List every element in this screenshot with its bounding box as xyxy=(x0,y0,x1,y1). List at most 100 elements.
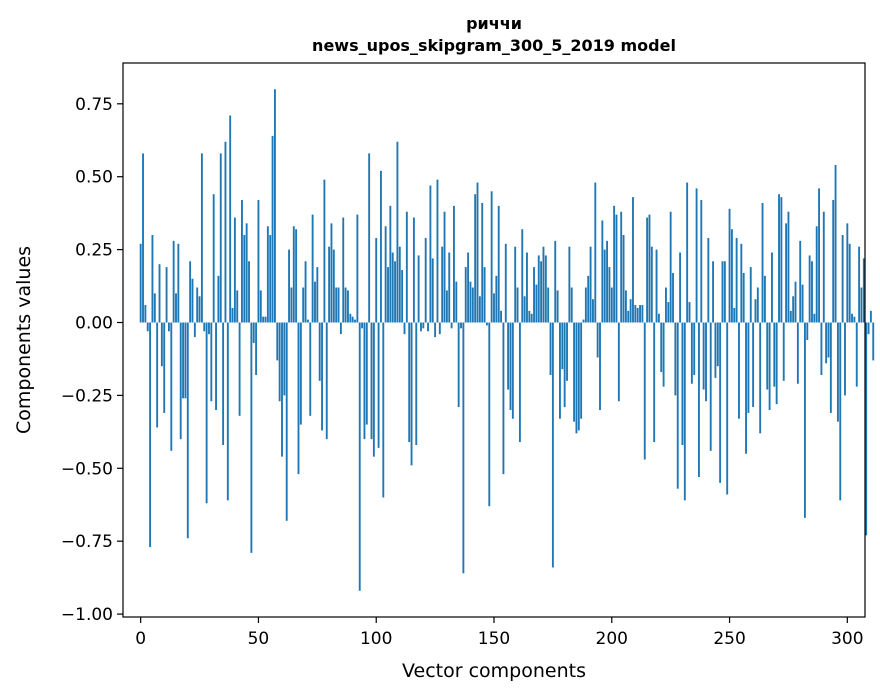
bar xyxy=(302,287,305,323)
bar xyxy=(580,322,583,419)
bar xyxy=(768,322,771,410)
bar xyxy=(335,287,338,323)
bar xyxy=(342,217,345,323)
y-axis: −1.00 −0.75 −0.50 −0.25 0.00 0.25 0.50 0.75 xyxy=(61,95,123,625)
bar xyxy=(139,243,142,323)
bar xyxy=(212,194,215,323)
bar xyxy=(276,322,279,361)
bar xyxy=(208,322,210,335)
bar xyxy=(660,322,663,373)
bar xyxy=(563,322,566,408)
x-tick-label: 50 xyxy=(248,629,270,649)
bar xyxy=(702,322,705,390)
bar xyxy=(266,226,269,323)
bar xyxy=(549,322,552,375)
bar xyxy=(490,191,493,323)
bar xyxy=(224,141,227,323)
bar xyxy=(474,194,477,323)
bar xyxy=(632,197,634,323)
bar xyxy=(789,310,792,323)
bar xyxy=(469,281,472,323)
bar xyxy=(396,141,399,323)
bar xyxy=(573,322,576,422)
bar xyxy=(832,200,835,323)
bar xyxy=(761,202,764,323)
bar xyxy=(467,252,470,323)
bar xyxy=(683,322,686,501)
bar xyxy=(215,322,217,410)
bar xyxy=(709,322,712,451)
bar xyxy=(796,322,799,384)
x-tick-label: 250 xyxy=(713,629,745,649)
bar xyxy=(535,284,538,323)
bar xyxy=(295,229,298,323)
bar xyxy=(778,194,780,323)
bar xyxy=(471,287,474,323)
bar xyxy=(507,322,510,390)
bar xyxy=(290,287,293,323)
bar xyxy=(271,135,274,323)
bar xyxy=(577,322,580,431)
bar xyxy=(502,322,505,475)
x-tick-label: 100 xyxy=(360,629,392,649)
bar xyxy=(394,261,396,323)
bar xyxy=(844,322,846,396)
bar xyxy=(389,205,392,323)
bar xyxy=(422,322,425,329)
bar xyxy=(415,322,418,445)
bar xyxy=(655,249,658,323)
bar xyxy=(714,322,717,378)
bar xyxy=(728,208,731,323)
bar xyxy=(648,214,651,323)
bar xyxy=(851,313,853,323)
bar xyxy=(441,246,444,323)
bar xyxy=(511,322,514,419)
bar xyxy=(542,246,545,323)
bar xyxy=(745,322,747,454)
bar xyxy=(464,267,467,323)
bar xyxy=(869,310,872,323)
bar xyxy=(325,322,328,440)
bar xyxy=(615,214,618,323)
bar xyxy=(387,267,389,323)
bar xyxy=(375,237,378,323)
bar xyxy=(559,322,561,419)
bar xyxy=(556,290,559,323)
bar xyxy=(672,272,674,323)
bar xyxy=(297,322,300,475)
bar xyxy=(518,322,521,443)
bar xyxy=(733,307,736,323)
bar xyxy=(695,188,698,323)
bar xyxy=(775,322,778,405)
bar xyxy=(568,246,571,323)
bar xyxy=(712,261,714,323)
bar xyxy=(787,211,790,323)
bar xyxy=(450,322,453,329)
bar xyxy=(420,322,422,332)
bar xyxy=(278,322,281,402)
bar xyxy=(839,322,842,501)
bar xyxy=(269,235,272,323)
bar xyxy=(504,243,507,323)
bar xyxy=(368,153,371,323)
bar xyxy=(554,240,557,323)
bar xyxy=(681,322,684,445)
bar xyxy=(766,322,769,390)
y-tick-label: −1.00 xyxy=(61,605,113,625)
bar xyxy=(196,287,199,323)
bar xyxy=(872,322,875,361)
bar xyxy=(650,246,653,323)
bar xyxy=(476,182,479,323)
bar xyxy=(153,293,156,323)
bar xyxy=(175,293,177,323)
bar xyxy=(191,278,194,323)
bar xyxy=(443,211,446,323)
bar xyxy=(405,211,408,323)
bar xyxy=(780,197,783,323)
bar xyxy=(530,313,533,323)
bar xyxy=(756,287,759,323)
bar xyxy=(544,255,547,323)
bar xyxy=(582,319,585,323)
bar xyxy=(742,272,745,323)
bar xyxy=(233,217,236,323)
